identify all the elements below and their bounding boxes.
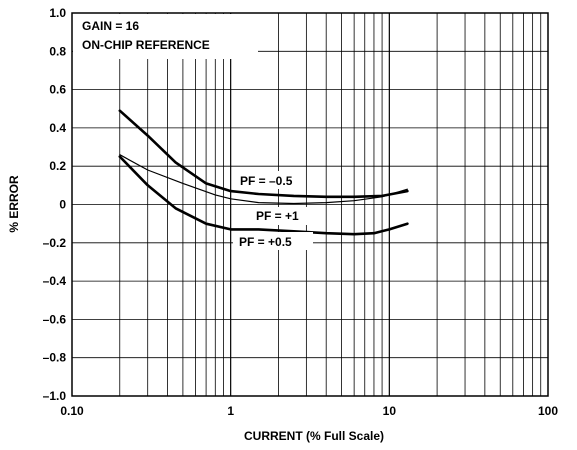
tick-labels: 1.0 0.8 0.6 0.4 0.2 0 –0.2 –0.4 –0.6 –0.8 –1.00.10… xyxy=(43,6,559,418)
series-line xyxy=(118,109,409,199)
series-line xyxy=(118,155,409,236)
annotation-gain: GAIN = 16 xyxy=(82,19,139,33)
series-label-pf-plus-0-5: PF = +0.5 xyxy=(239,235,292,249)
series-line xyxy=(119,154,408,205)
y-tick-label: 0.6 xyxy=(49,83,66,97)
series-label-background xyxy=(233,171,301,189)
annotation-reference: ON-CHIP REFERENCE xyxy=(82,38,210,52)
grid xyxy=(72,12,548,397)
y-tick-label: –0.6 xyxy=(43,312,67,326)
plot-frame xyxy=(71,12,549,397)
series-label-pf-plus-1: PF = +1 xyxy=(256,209,299,223)
y-axis-title: % ERROR xyxy=(7,175,21,233)
y-tick-label: –1.0 xyxy=(43,389,67,403)
y-tick-label: 1.0 xyxy=(49,6,66,20)
x-tick-label: 0.10 xyxy=(60,404,84,418)
y-tick-label: 0.4 xyxy=(49,121,66,135)
series-layer xyxy=(118,109,409,236)
y-tick-label: 0.2 xyxy=(49,159,66,173)
x-axis-title: CURRENT (% Full Scale) xyxy=(244,429,384,443)
series-label-pf-minus-0-5: PF = –0.5 xyxy=(240,174,293,188)
annotation-background xyxy=(73,14,258,59)
x-tick-label: 100 xyxy=(538,404,558,418)
series-label-background xyxy=(233,232,313,250)
y-tick-label: 0 xyxy=(59,198,66,212)
x-tick-label: 1 xyxy=(227,404,234,418)
y-tick-label: –0.2 xyxy=(43,236,67,250)
x-tick-label: 10 xyxy=(383,404,397,418)
y-tick-label: –0.8 xyxy=(43,351,67,365)
series-label-background xyxy=(250,207,314,225)
y-tick-label: –0.4 xyxy=(43,274,67,288)
y-tick-label: 0.8 xyxy=(49,44,66,58)
